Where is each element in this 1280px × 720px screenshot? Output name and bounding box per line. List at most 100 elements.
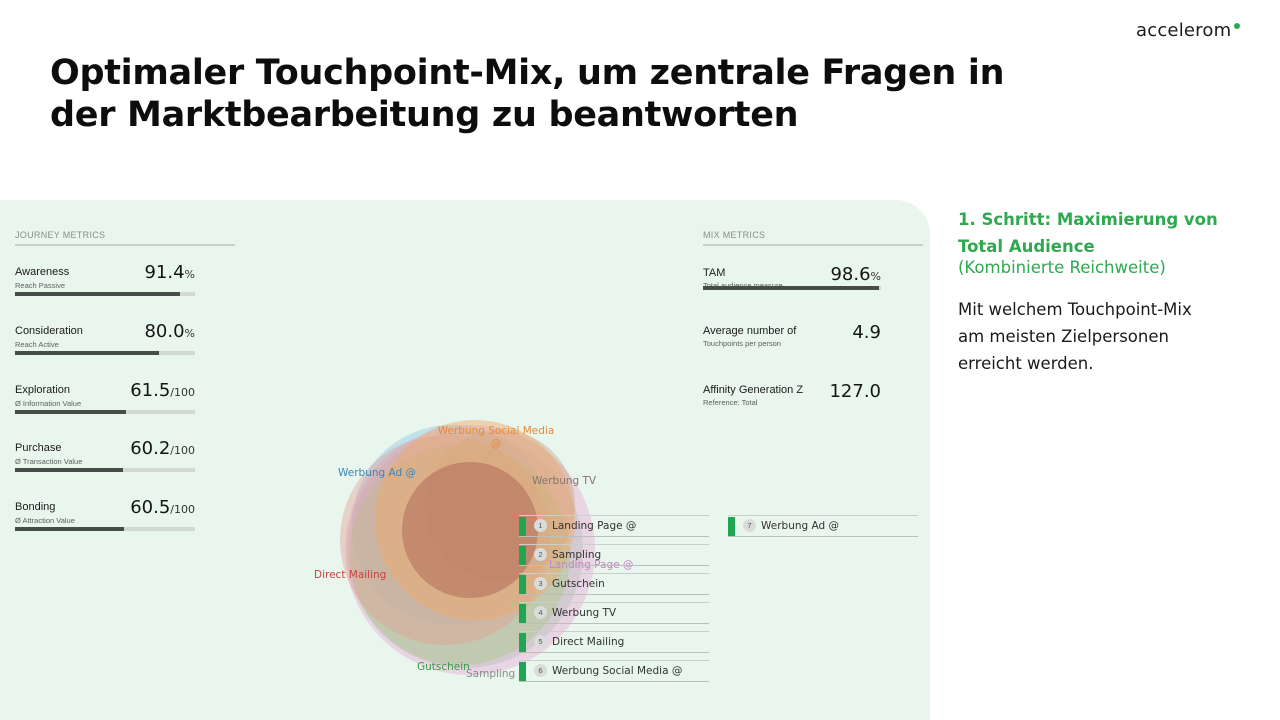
metric-name: Consideration xyxy=(15,325,83,337)
touchpoint-label: Gutschein xyxy=(552,578,605,590)
touchpoint-label: Landing Page @ xyxy=(552,520,637,532)
metric-value-number: 61.5 xyxy=(130,380,171,401)
venn-core-overlap xyxy=(402,462,538,598)
mix-metric-tam: TAM Total audience measure 98.6% xyxy=(703,264,885,317)
metric-name: Purchase xyxy=(15,442,62,454)
mix-metric-sub: Total audience measure xyxy=(703,281,783,290)
metric-purchase: Purchase Ø Transaction Value 60.2/100 xyxy=(15,438,197,492)
touchpoint-item-3[interactable]: 3 Gutschein xyxy=(519,573,709,595)
metric-value-unit: % xyxy=(184,327,195,340)
mix-metric-bar-track xyxy=(703,286,881,290)
metric-bonding: Bonding Ø Attraction Value 60.5/100 xyxy=(15,497,197,551)
metric-value: 61.5/100 xyxy=(130,380,195,401)
touchpoint-item-4[interactable]: 4 Werbung TV xyxy=(519,602,709,624)
metric-value-unit: /100 xyxy=(170,386,195,399)
venn-label-werbung-ad: Werbung Ad @ xyxy=(338,467,416,479)
touchpoint-label: Werbung Ad @ xyxy=(761,520,840,532)
metric-name: Bonding xyxy=(15,501,56,513)
touchpoint-rank-badge: 1 xyxy=(534,519,547,532)
touchpoint-rank-badge: 6 xyxy=(534,664,547,677)
metric-value: 60.5/100 xyxy=(130,497,195,518)
touchpoint-item-5[interactable]: 5 Direct Mailing xyxy=(519,631,709,653)
touchpoint-selected-bar xyxy=(519,546,526,565)
touchpoint-selected-bar xyxy=(519,633,526,652)
touchpoint-label: Werbung TV xyxy=(552,607,617,619)
step-heading: 1. Schritt: Maximierung von Total Audien… xyxy=(958,210,1218,256)
metric-bar-track xyxy=(15,527,195,531)
touchpoint-rank-badge: 5 xyxy=(534,635,547,648)
metric-name: Awareness xyxy=(15,266,70,278)
mix-metric-name: Affinity Generation Z xyxy=(703,384,804,396)
metric-awareness: Awareness Reach Passive 91.4% xyxy=(15,262,197,316)
venn-label-werbung-tv: Werbung TV xyxy=(532,475,597,487)
brand-logo-text: accelerom xyxy=(1136,20,1232,41)
touchpoint-selected-bar xyxy=(519,604,526,623)
touchpoint-rank-badge: 4 xyxy=(534,606,547,619)
metric-value-number: 60.2 xyxy=(130,438,171,459)
mix-metric-name: Average number of xyxy=(703,325,797,337)
step-subheading: (Kombinierte Reichweite) xyxy=(958,258,1166,277)
touchpoint-item-7[interactable]: 7 Werbung Ad @ xyxy=(728,515,918,537)
metric-value: 80.0% xyxy=(144,321,195,342)
mix-metric-bar-fill xyxy=(703,286,879,290)
metric-value-unit: % xyxy=(184,268,195,281)
venn-label-werbung-social-media: Werbung Social Media xyxy=(438,425,555,437)
mix-metric-value-number: 98.6 xyxy=(830,264,871,285)
metric-bar-track xyxy=(15,351,195,355)
metric-sub: Ø Transaction Value xyxy=(15,457,83,466)
mix-metric-affinity: Affinity Generation Z Reference: Total 1… xyxy=(703,381,885,434)
mix-metric-sub: Touchpoints per person xyxy=(703,339,781,348)
metric-sub: Ø Attraction Value xyxy=(15,516,75,525)
metric-consideration: Consideration Reach Active 80.0% xyxy=(15,321,197,375)
metric-bar-track xyxy=(15,468,195,472)
step-description: Mit welchem Touchpoint-Mix am meisten Zi… xyxy=(958,300,1192,373)
metric-sub: Reach Passive xyxy=(15,281,66,290)
touchpoint-selected-bar xyxy=(519,517,526,536)
metric-bar-fill xyxy=(15,410,126,414)
metric-name: Exploration xyxy=(15,384,71,396)
metric-exploration: Exploration Ø Information Value 61.5/100 xyxy=(15,380,197,434)
touchpoint-item-6[interactable]: 6 Werbung Social Media @ xyxy=(519,660,709,682)
venn-label-sampling: Sampling xyxy=(466,668,515,680)
mix-metric-average-touchpoints: Average number of Touchpoints per person… xyxy=(703,322,885,375)
touchpoint-item-1[interactable]: 1 Landing Page @ xyxy=(519,515,709,537)
journey-metrics-header: JOURNEY METRICS xyxy=(15,230,235,246)
touchpoint-rank-badge: 2 xyxy=(534,548,547,561)
metric-value: 60.2/100 xyxy=(130,438,195,459)
metric-bar-fill xyxy=(15,351,159,355)
touchpoint-label: Direct Mailing xyxy=(552,636,625,648)
page-title: Optimaler Touchpoint-Mix, um zentrale Fr… xyxy=(50,53,1005,135)
metric-value-unit: /100 xyxy=(170,444,195,457)
touchpoint-item-2[interactable]: 2 Sampling xyxy=(519,544,709,566)
metric-value: 91.4% xyxy=(144,262,195,283)
metric-value-number: 91.4 xyxy=(144,262,185,283)
metric-bar-fill xyxy=(15,468,124,472)
metric-sub: Reach Active xyxy=(15,340,59,349)
touchpoint-rank-badge: 3 xyxy=(534,577,547,590)
touchpoint-selected-bar xyxy=(519,662,526,681)
mix-metric-value: 98.6% xyxy=(830,264,881,285)
metric-value-number: 60.5 xyxy=(130,497,171,518)
mix-metric-name: TAM xyxy=(703,267,726,279)
venn-label-social-media-at: @ xyxy=(491,438,502,450)
brand-logo: accelerom xyxy=(1136,20,1241,41)
metric-value-number: 80.0 xyxy=(144,321,185,342)
venn-label-direct-mailing: Direct Mailing xyxy=(314,569,386,581)
metric-value-unit: /100 xyxy=(170,503,195,516)
logo-dot xyxy=(1234,23,1241,29)
mix-metric-sub: Reference: Total xyxy=(703,398,758,407)
mix-metric-value: 127.0 xyxy=(829,381,881,402)
metric-bar-track xyxy=(15,292,195,296)
venn-label-gutschein: Gutschein xyxy=(417,661,470,673)
touchpoint-selected-bar xyxy=(519,575,526,594)
dashboard-panel: JOURNEY METRICS Awareness Reach Passive … xyxy=(0,200,930,720)
mix-metrics-header: MIX METRICS xyxy=(703,230,923,246)
metric-bar-fill xyxy=(15,292,180,296)
mix-metric-value: 4.9 xyxy=(852,322,881,343)
mix-metric-value-unit: % xyxy=(870,270,881,283)
metric-bar-track xyxy=(15,410,195,414)
metric-bar-fill xyxy=(15,527,124,531)
touchpoint-rank-badge: 7 xyxy=(743,519,756,532)
touchpoint-selected-bar xyxy=(728,517,735,536)
touchpoint-label: Werbung Social Media @ xyxy=(552,665,683,677)
